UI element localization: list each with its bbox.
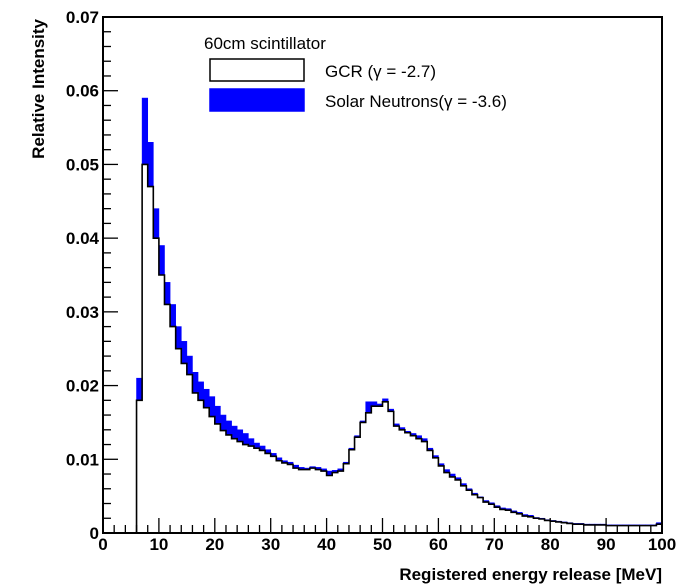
y-tick-label: 0.03 — [66, 303, 99, 322]
solar-neutrons-bin — [175, 326, 182, 350]
solar-neutrons-bin — [136, 377, 143, 401]
x-tick-label: 60 — [429, 535, 448, 554]
legend-label-gcr: GCR (γ = -2.7) — [325, 62, 436, 81]
gcr-histogram-line — [135, 163, 663, 533]
legend-title: 60cm scintillator — [204, 34, 326, 53]
solar-neutrons-bin — [203, 388, 210, 408]
solar-neutrons-bin — [214, 405, 221, 425]
solar-neutrons-bin — [153, 208, 160, 239]
solar-neutrons-bin — [365, 401, 372, 414]
y-tick-label: 0 — [90, 524, 99, 543]
legend: 60cm scintillator GCR (γ = -2.7) Solar N… — [204, 34, 507, 112]
solar-neutrons-bin — [180, 341, 188, 364]
solar-neutrons-bin — [236, 429, 244, 442]
y-tick-label: 0.02 — [66, 377, 99, 396]
x-tick-label: 30 — [261, 535, 280, 554]
legend-swatch-gcr — [209, 58, 305, 82]
solar-neutrons-bin — [248, 438, 255, 447]
x-tick-label: 70 — [485, 535, 504, 554]
solar-neutrons-bin — [147, 142, 154, 187]
solar-neutrons-bin — [220, 414, 227, 431]
gcr-histogram-layer — [135, 163, 663, 533]
x-tick-label: 80 — [541, 535, 560, 554]
x-axis-title: Registered energy release [MeV] — [399, 565, 662, 584]
legend-swatch-solar-neutrons — [209, 88, 305, 112]
solar-neutrons-bin — [242, 433, 249, 445]
y-tick-label: 0.01 — [66, 450, 99, 469]
solar-neutrons-bin — [197, 381, 204, 401]
x-tick-label: 40 — [317, 535, 336, 554]
x-tick-label: 90 — [597, 535, 616, 554]
x-tick-label: 100 — [648, 535, 676, 554]
solar-neutrons-bin — [164, 282, 171, 305]
axis-ticks — [102, 16, 663, 534]
y-tick-label: 0.06 — [66, 82, 99, 101]
solar-neutrons-bin — [169, 304, 176, 327]
legend-label-solar-neutrons: Solar Neutrons(γ = -3.6) — [325, 92, 507, 111]
solar-neutrons-bin — [192, 372, 199, 394]
y-tick-label: 0.07 — [66, 8, 99, 27]
y-tick-label: 0.05 — [66, 155, 99, 174]
solar-neutrons-area-layer — [136, 97, 663, 526]
solar-neutrons-bin — [231, 425, 238, 439]
y-axis-title: Relative Intensity — [29, 18, 48, 158]
x-tick-label: 10 — [149, 535, 168, 554]
solar-neutrons-bin — [158, 245, 165, 276]
solar-neutrons-bin — [186, 355, 193, 375]
x-tick-label: 20 — [205, 535, 224, 554]
x-tick-label: 0 — [98, 535, 107, 554]
y-tick-label: 0.04 — [66, 229, 100, 248]
solar-neutrons-bin — [208, 396, 216, 417]
solar-neutrons-bin — [225, 420, 232, 436]
solar-neutrons-bin — [141, 97, 149, 165]
x-tick-label: 50 — [373, 535, 392, 554]
axis-tick-labels: 0 10 20 30 40 50 60 70 80 90 100 0 0.01 0.02 0.03 0.04 0… — [66, 8, 676, 554]
